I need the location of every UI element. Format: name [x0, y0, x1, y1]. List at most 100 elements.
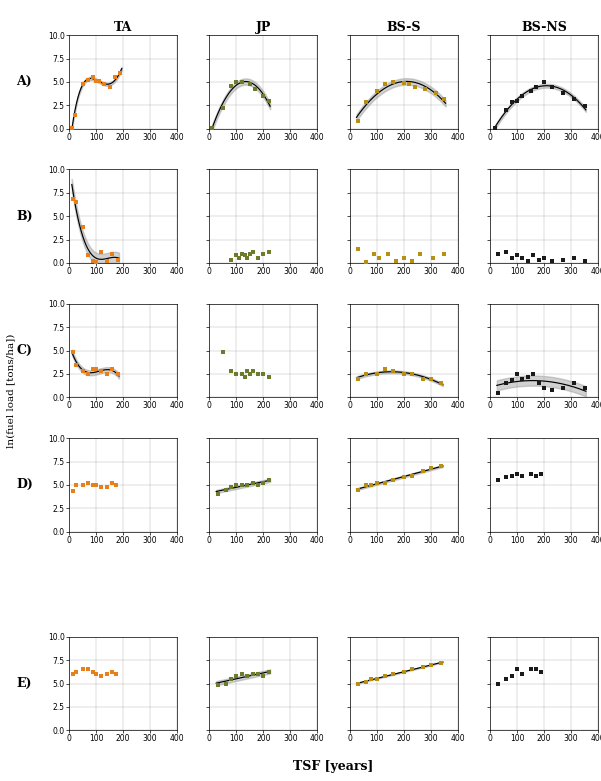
- Point: [569, 377, 579, 390]
- Point: [108, 248, 117, 260]
- Point: [69, 346, 78, 358]
- Point: [226, 365, 236, 377]
- Point: [531, 663, 541, 676]
- Title: BS-S: BS-S: [386, 21, 421, 34]
- Point: [517, 373, 527, 385]
- Point: [237, 668, 246, 680]
- Point: [501, 104, 511, 116]
- Point: [421, 83, 430, 95]
- Point: [78, 663, 87, 676]
- Point: [226, 672, 236, 685]
- Point: [361, 479, 371, 491]
- Point: [388, 365, 398, 377]
- Point: [242, 365, 252, 377]
- Point: [221, 677, 230, 690]
- Point: [361, 368, 371, 380]
- Point: [399, 77, 409, 89]
- Text: TSF [years]: TSF [years]: [293, 760, 374, 773]
- Point: [537, 666, 546, 679]
- Point: [531, 80, 541, 93]
- Point: [71, 666, 81, 679]
- Point: [415, 248, 425, 260]
- Point: [418, 465, 427, 477]
- Point: [404, 77, 414, 90]
- Point: [501, 377, 511, 390]
- Point: [88, 666, 98, 679]
- Point: [531, 469, 541, 482]
- Point: [407, 368, 416, 380]
- Point: [97, 365, 106, 377]
- Point: [226, 254, 236, 266]
- Point: [507, 252, 516, 265]
- Point: [501, 471, 511, 483]
- Point: [507, 469, 516, 482]
- Point: [69, 193, 78, 205]
- Point: [112, 479, 121, 491]
- Point: [218, 346, 228, 358]
- Point: [248, 365, 257, 377]
- Point: [439, 248, 449, 260]
- Point: [548, 80, 557, 93]
- Point: [372, 672, 382, 685]
- Point: [115, 66, 125, 79]
- Title: TA: TA: [114, 21, 132, 34]
- Point: [526, 663, 535, 676]
- Point: [388, 76, 398, 88]
- Point: [253, 252, 263, 265]
- Point: [512, 663, 522, 676]
- Point: [237, 248, 246, 260]
- Point: [528, 368, 538, 380]
- Point: [369, 248, 379, 260]
- Point: [258, 670, 268, 683]
- Point: [507, 670, 516, 683]
- Point: [526, 468, 535, 480]
- Point: [426, 658, 436, 671]
- Point: [83, 73, 93, 86]
- Point: [372, 85, 382, 98]
- Point: [391, 255, 400, 267]
- Point: [372, 476, 382, 489]
- Point: [517, 469, 527, 482]
- Point: [94, 75, 103, 87]
- Point: [507, 96, 516, 109]
- Point: [242, 670, 252, 683]
- Point: [407, 255, 416, 267]
- Point: [380, 363, 389, 376]
- Point: [580, 100, 590, 112]
- Point: [353, 243, 362, 255]
- Point: [71, 358, 81, 371]
- Point: [78, 221, 87, 234]
- Point: [71, 196, 81, 209]
- Point: [88, 71, 98, 84]
- Point: [71, 479, 81, 491]
- Point: [67, 122, 76, 134]
- Point: [218, 102, 228, 114]
- Text: ln(fuel load [tons/ha]): ln(fuel load [tons/ha]): [7, 333, 15, 448]
- Point: [112, 668, 121, 680]
- Point: [237, 479, 246, 491]
- Point: [569, 252, 579, 265]
- Point: [102, 480, 112, 493]
- Point: [539, 76, 549, 88]
- Point: [512, 249, 522, 262]
- Point: [91, 255, 101, 268]
- Point: [264, 666, 273, 679]
- Point: [213, 679, 222, 692]
- Point: [512, 468, 522, 480]
- Point: [517, 252, 527, 265]
- Point: [78, 365, 87, 377]
- Point: [264, 95, 273, 107]
- Point: [399, 471, 409, 483]
- Point: [517, 668, 527, 680]
- Point: [501, 672, 511, 685]
- Point: [245, 77, 255, 90]
- Point: [523, 370, 532, 383]
- Point: [69, 668, 78, 680]
- Point: [374, 252, 384, 265]
- Point: [558, 382, 568, 394]
- Point: [221, 483, 230, 496]
- Point: [558, 254, 568, 266]
- Point: [493, 387, 503, 399]
- Point: [501, 245, 511, 258]
- Point: [558, 87, 568, 99]
